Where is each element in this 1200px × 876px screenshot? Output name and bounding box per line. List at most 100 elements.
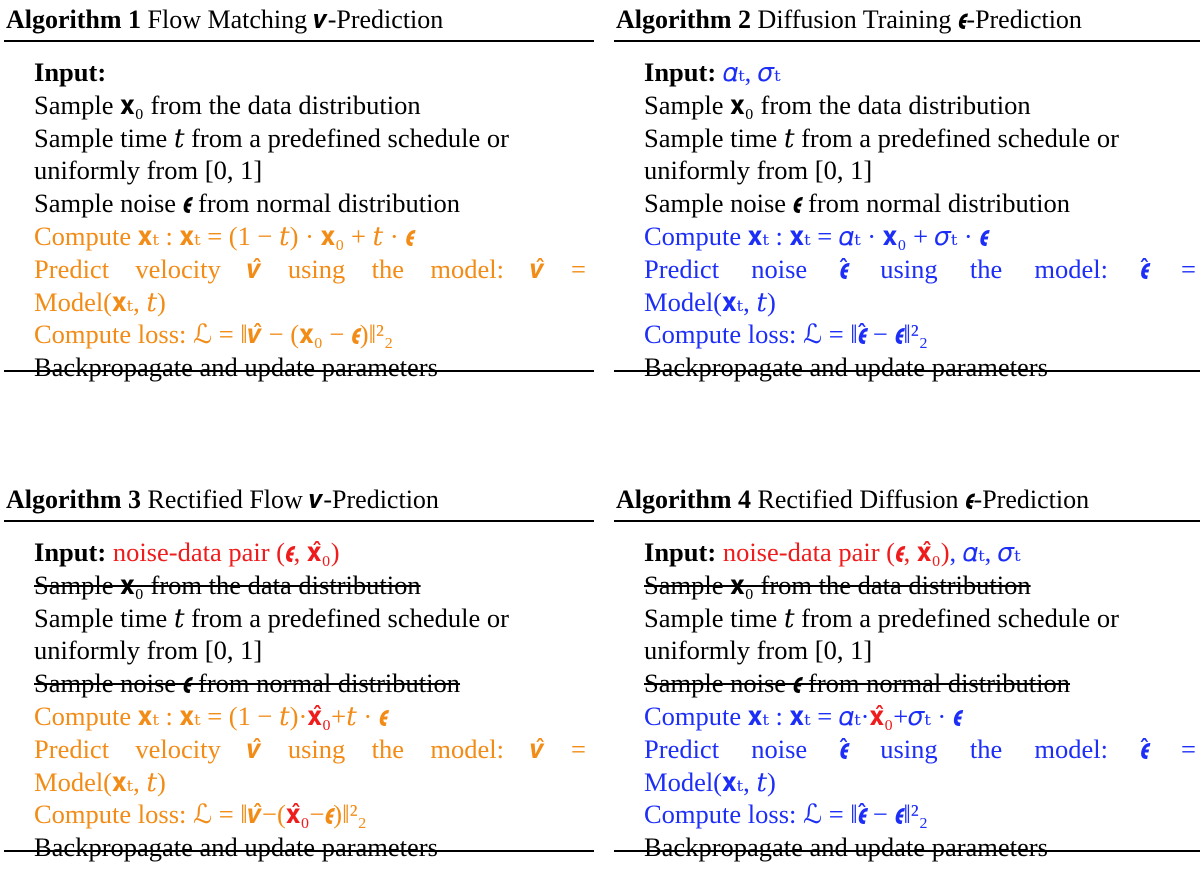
word: 𝒗̂ <box>530 733 545 764</box>
word: = <box>571 733 586 764</box>
word: velocity <box>135 733 221 764</box>
input-label: Input: <box>34 57 107 87</box>
step-predict-cont: Model(𝐱ₜ, 𝑡) <box>644 766 776 797</box>
input-label: Input: <box>34 537 107 567</box>
algorithm-number: Algorithm 1 <box>6 5 142 34</box>
algorithm-header: Algorithm 2 Diffusion Training 𝝐-Predict… <box>614 2 1200 42</box>
word: the <box>371 733 404 764</box>
step-sample-x0-struck: Sample 𝐱₀ from the data distribution <box>644 569 1031 600</box>
text: Compute loss: ℒ = ‖𝒗̂−( <box>34 799 286 830</box>
word: 𝝐̂ <box>1140 253 1149 284</box>
word: the <box>969 733 1003 764</box>
word: model: <box>1034 733 1108 764</box>
step-sample-noise: Sample noise 𝝐 from normal distribution <box>644 188 1071 219</box>
step-sample-x0-struck: Sample 𝐱₀ from the data distribution <box>34 569 421 600</box>
algorithm-number: Algorithm 3 <box>6 485 142 514</box>
highlight-x0-hat: 𝐱̂₀ <box>307 700 332 731</box>
word: = <box>1181 253 1196 284</box>
word: using <box>880 253 938 284</box>
word: Predict <box>34 253 110 284</box>
text: −𝝐)‖²₂ <box>309 799 367 830</box>
step-sample-t-cont: uniformly from [0, 1] <box>34 155 263 186</box>
algorithm-header: Algorithm 3 Rectified Flow 𝒗-Prediction <box>4 482 594 522</box>
word: 𝝐̂ <box>1140 733 1149 764</box>
step-predict: Predict noise 𝝐̂ using the model: 𝝐̂ = <box>644 253 1200 286</box>
word: 𝝐̂ <box>839 253 849 284</box>
word: 𝒗̂ <box>530 253 545 284</box>
input-label: Input: <box>644 57 717 87</box>
step-compute-xt: Compute 𝐱ₜ : 𝐱ₜ = 𝛼ₜ · 𝐱₀ + 𝜎ₜ · 𝝐 <box>644 220 989 251</box>
step-backprop: Backpropagate and update parameters <box>34 832 438 863</box>
algorithm-number: Algorithm 2 <box>616 5 752 34</box>
algorithm-header: Algorithm 1 Flow Matching 𝒗-Prediction <box>4 2 594 42</box>
algorithm-title: Rectified Flow 𝒗-Prediction <box>147 485 439 514</box>
step-backprop: Backpropagate and update parameters <box>644 352 1048 383</box>
algorithm-2-box: Algorithm 2 Diffusion Training 𝝐-Predict… <box>614 2 1200 382</box>
algorithm-1-box: Algorithm 1 Flow Matching 𝒗-Prediction I… <box>4 2 594 382</box>
word: Predict <box>644 253 720 284</box>
step-compute-xt: Compute 𝐱ₜ : 𝐱ₜ = (1 − 𝑡)·𝐱̂₀+𝑡 · 𝝐 <box>34 700 594 733</box>
word: = <box>1181 733 1196 764</box>
step-compute-xt: Compute 𝐱ₜ : 𝐱ₜ = (1 − 𝑡) · 𝐱₀ + 𝑡 · 𝝐 <box>34 220 414 251</box>
algorithm-title: Diffusion Training 𝝐-Prediction <box>757 5 1082 34</box>
algorithm-4-box: Algorithm 4 Rectified Diffusion 𝝐-Predic… <box>614 482 1200 862</box>
step-compute-xt: Compute 𝐱ₜ : 𝐱ₜ = 𝛼ₜ·𝐱̂₀+𝜎ₜ · 𝝐 <box>644 700 1200 733</box>
text: +𝜎ₜ · 𝝐 <box>893 700 962 731</box>
algorithm-header: Algorithm 4 Rectified Diffusion 𝝐-Predic… <box>614 482 1200 522</box>
text: +𝑡 · 𝝐 <box>331 700 388 731</box>
step-sample-noise-struck: Sample noise 𝝐 from normal distribution <box>34 668 461 699</box>
algorithm-body: Input: noise-data pair (𝝐, 𝐱̂₀) Sample 𝐱… <box>4 522 594 862</box>
step-predict: Predict noise 𝝐̂ using the model: 𝝐̂ = <box>644 733 1200 766</box>
step-sample-t: Sample time 𝑡 from a predefined schedule… <box>644 602 1119 633</box>
highlight-x0-hat: 𝐱̂₀ <box>869 700 894 731</box>
word: velocity <box>135 253 221 284</box>
step-sample-t-cont: uniformly from [0, 1] <box>34 635 263 666</box>
word: model: <box>430 253 504 284</box>
input-label: Input: <box>644 537 717 567</box>
step-sample-t-cont: uniformly from [0, 1] <box>644 155 873 186</box>
algorithm-body: Input: 𝛼ₜ, 𝜎ₜ Sample 𝐱₀ from the data di… <box>614 42 1200 382</box>
step-loss: Compute loss: ℒ = ‖𝒗̂−(𝐱̂₀−𝝐)‖²₂ <box>34 798 594 831</box>
step-loss: Compute loss: ℒ = ‖𝝐̂ − 𝝐‖²₂ <box>644 799 928 830</box>
step-sample-t: Sample time 𝑡 from a predefined schedule… <box>644 122 1119 153</box>
step-sample-t: Sample time 𝑡 from a predefined schedule… <box>34 122 509 153</box>
step-sample-x0: Sample 𝐱₀ from the data distribution <box>644 89 1031 120</box>
word: 𝒗̂ <box>247 253 262 284</box>
input-noise-data-pair: noise-data pair (𝝐, 𝐱̂₀) <box>722 537 950 567</box>
step-sample-noise: Sample noise 𝝐 from normal distribution <box>34 188 461 219</box>
step-predict: Predict velocity 𝒗̂ using the model: 𝒗̂ … <box>34 733 594 766</box>
step-backprop: Backpropagate and update parameters <box>34 352 438 383</box>
step-loss: Compute loss: ℒ = ‖𝒗̂ − (𝐱₀ − 𝝐)‖²₂ <box>34 319 394 350</box>
word: using <box>880 733 938 764</box>
word: the <box>969 253 1003 284</box>
algorithm-title: Flow Matching 𝒗-Prediction <box>147 5 444 34</box>
step-sample-t: Sample time 𝑡 from a predefined schedule… <box>34 602 509 633</box>
step-sample-t-cont: uniformly from [0, 1] <box>644 635 873 666</box>
word: model: <box>1034 253 1108 284</box>
input-params: , 𝛼ₜ, 𝜎ₜ <box>949 537 1021 567</box>
text: Compute 𝐱ₜ : 𝐱ₜ = 𝛼ₜ· <box>644 700 870 731</box>
step-sample-x0: Sample 𝐱₀ from the data distribution <box>34 89 421 120</box>
step-backprop: Backpropagate and update parameters <box>644 832 1048 863</box>
word: noise <box>751 253 808 284</box>
algorithm-number: Algorithm 4 <box>616 485 752 514</box>
step-predict-cont: Model(𝐱ₜ, 𝑡) <box>644 286 776 317</box>
word: = <box>571 253 586 284</box>
word: 𝒗̂ <box>247 733 262 764</box>
word: 𝝐̂ <box>839 733 849 764</box>
algorithm-body: Input: Sample 𝐱₀ from the data distribut… <box>4 42 594 382</box>
algorithm-3-box: Algorithm 3 Rectified Flow 𝒗-Prediction … <box>4 482 594 862</box>
algorithm-title: Rectified Diffusion 𝝐-Prediction <box>757 485 1090 514</box>
step-sample-noise-struck: Sample noise 𝝐 from normal distribution <box>644 668 1071 699</box>
word: Predict <box>644 733 720 764</box>
text: Compute 𝐱ₜ : 𝐱ₜ = (1 − 𝑡)· <box>34 700 308 731</box>
word: using <box>287 733 346 764</box>
word: Predict <box>34 733 110 764</box>
step-predict-cont: Model(𝐱ₜ, 𝑡) <box>34 286 166 317</box>
step-predict-cont: Model(𝐱ₜ, 𝑡) <box>34 766 166 797</box>
algorithm-body: Input: noise-data pair (𝝐, 𝐱̂₀), 𝛼ₜ, 𝜎ₜ … <box>614 522 1200 862</box>
word: noise <box>751 733 808 764</box>
word: model: <box>430 733 504 764</box>
word: the <box>371 253 404 284</box>
input-params: 𝛼ₜ, 𝜎ₜ <box>722 57 781 87</box>
